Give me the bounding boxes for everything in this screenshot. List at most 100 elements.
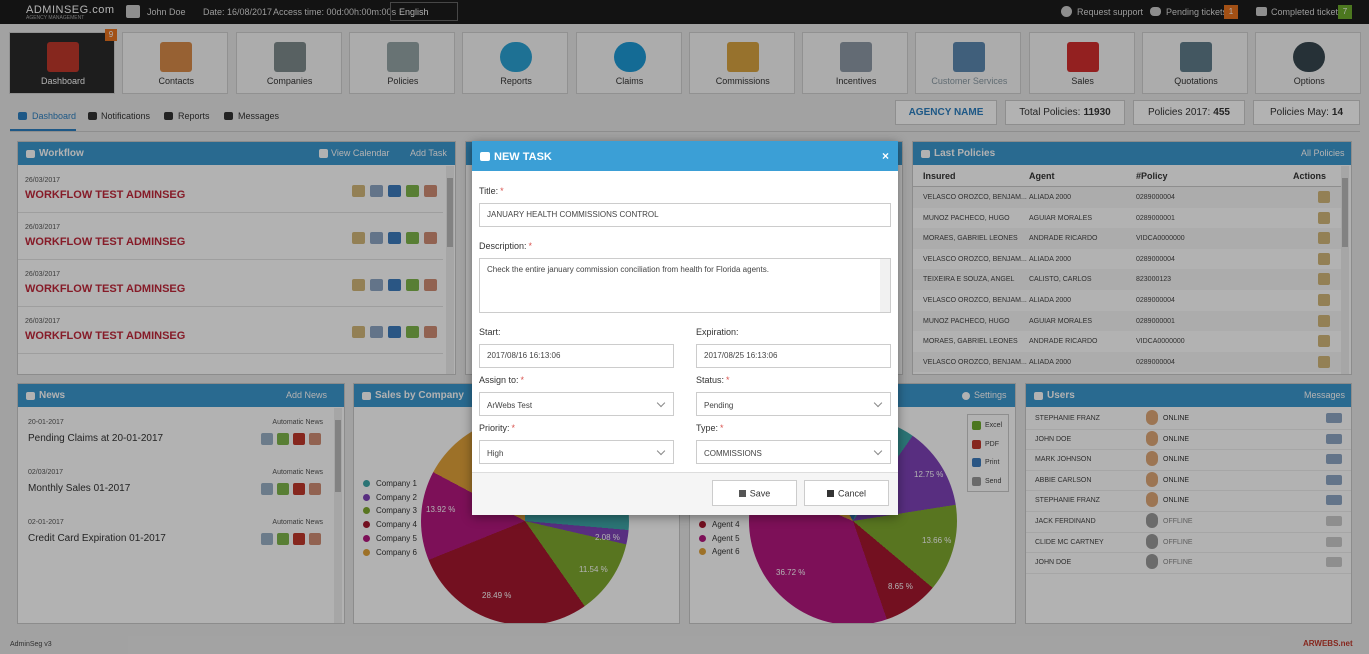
user-status: ONLINE (1163, 435, 1190, 443)
select-field[interactable]: Pending (696, 392, 891, 416)
modal-close[interactable]: × (882, 149, 890, 163)
settings[interactable]: Settings (974, 390, 1007, 400)
policy-cell: TEIXEIRA E SOUZA, ANGEL (923, 276, 1015, 284)
user-name: JOHN DOE (1035, 435, 1072, 443)
request-support[interactable]: Request support (1077, 7, 1144, 17)
tab-icon (88, 112, 97, 120)
panel: News Add News 20-01-2017 Automatic News Pend… (17, 383, 345, 624)
workflow-title[interactable]: WORKFLOW TEST ADMINSEG (25, 189, 186, 201)
nav-tile[interactable]: Sales (1028, 32, 1135, 94)
workflow-title[interactable]: WORKFLOW TEST ADMINSEG (25, 236, 186, 248)
news-title[interactable]: Credit Card Expiration 01-2017 (28, 533, 166, 544)
tab[interactable]: Notifications (101, 111, 151, 121)
nav-icon (500, 42, 533, 72)
modal: NEW TASK × Title: * JANUARY HEALTH COMMISSIO… (472, 141, 898, 515)
news-action-icon (261, 433, 273, 445)
policy-cell: ALIADA 2000 (1029, 194, 1072, 201)
panel: Workflow View Calendar Add Task 26/03/2017 W… (17, 141, 456, 375)
edit-icon (1318, 294, 1330, 306)
nav-label: Contacts (158, 76, 195, 86)
export-icon (972, 439, 981, 449)
version: AdminSeg v3 (10, 641, 52, 648)
input-field[interactable]: 2017/08/16 16:13:06 (479, 344, 674, 368)
message-icon (1326, 454, 1342, 465)
nav-tile[interactable]: Quotations (1142, 32, 1248, 94)
required-mark: * (720, 423, 724, 433)
add-news[interactable]: Add News (286, 390, 328, 400)
button[interactable]: Cancel (804, 480, 889, 506)
messages-link[interactable]: Messages (1304, 390, 1346, 400)
nav-tile[interactable]: Options (1255, 32, 1362, 94)
add-task[interactable]: Add Task (410, 148, 447, 158)
nav-tile[interactable]: Customer Services (915, 32, 1022, 94)
news-title[interactable]: Monthly Sales 01-2017 (28, 483, 131, 494)
export-option[interactable]: Excel (985, 422, 1003, 429)
column-header: Insured (923, 171, 956, 181)
news-title[interactable]: Pending Claims at 20-01-2017 (28, 433, 164, 444)
nav-label: Customer Services (931, 76, 1008, 86)
row-separator (1026, 490, 1351, 492)
input-field[interactable]: JANUARY HEALTH COMMISSIONS CONTROL (479, 203, 891, 227)
legend-dot (363, 493, 370, 501)
news-date: 02/03/2017 (28, 469, 64, 476)
select-arrow (873, 446, 883, 456)
edit-icon (1318, 211, 1330, 224)
workflow-title[interactable]: WORKFLOW TEST ADMINSEG (25, 283, 186, 295)
language-select[interactable]: English (390, 2, 458, 21)
nav-label: Quotations (1174, 76, 1218, 86)
scrollbar (334, 408, 342, 623)
user-name[interactable]: John Doe (147, 7, 186, 17)
user-status: OFFLINE (1163, 518, 1193, 525)
tab[interactable]: Messages (238, 111, 280, 121)
tab[interactable]: Dashboard (32, 111, 77, 121)
policy-cell: AGUIAR MORALES (1029, 214, 1093, 222)
select-field[interactable]: COMMISSIONS (696, 440, 891, 464)
required-mark: * (511, 423, 516, 433)
nav-icon (386, 42, 419, 72)
export-option[interactable]: Print (985, 459, 1000, 466)
label-text: Status: (696, 375, 725, 385)
export-option[interactable]: PDF (985, 440, 999, 448)
workflow-title[interactable]: WORKFLOW TEST ADMINSEG (25, 330, 186, 342)
message-icon (1326, 433, 1342, 444)
completed-tickets[interactable]: Completed tickets (1271, 7, 1343, 17)
nav-tile[interactable]: Policies (348, 32, 455, 94)
nav-tile[interactable]: Commissions (688, 32, 795, 94)
tab-icon (164, 112, 173, 120)
nav-tile[interactable]: Incentives (802, 32, 909, 94)
user-name: JACK FERDINAND (1035, 518, 1096, 525)
slice-label: 12.75 % (914, 470, 944, 479)
message-icon (1326, 516, 1342, 526)
legend-dot (699, 521, 706, 528)
pending-tickets[interactable]: Pending tickets (1166, 7, 1228, 17)
nav-tile[interactable]: Companies (235, 32, 342, 94)
user-name: JOHN DOE (1035, 559, 1072, 567)
nav-tile[interactable]: Reports (462, 32, 569, 94)
button[interactable]: Save (712, 480, 797, 506)
input-field[interactable]: 2017/08/25 16:13:06 (696, 344, 891, 368)
nav-tile[interactable]: Dashboard (9, 32, 115, 94)
all-policies[interactable]: All Policies (1301, 148, 1345, 158)
policy-cell: MUNOZ PACHECO, HUGO (923, 214, 1010, 222)
message-icon (1326, 413, 1342, 423)
legend-dot (699, 548, 706, 556)
policy-cell: 0289000004 (1136, 358, 1175, 366)
export-option[interactable]: Send (985, 477, 1002, 485)
nav-tile[interactable]: Claims (575, 32, 682, 94)
slice-label: 13.66 % (922, 536, 952, 545)
nav-icon (47, 42, 79, 72)
textarea-field[interactable]: Check the entire january commission conc… (479, 258, 891, 313)
row-separator (18, 212, 443, 213)
select-field[interactable]: High (479, 440, 674, 464)
nav-icon (1180, 42, 1212, 72)
field-value: 2017/08/16 16:13:06 (487, 351, 561, 360)
avatar (1146, 533, 1158, 549)
nav-tile[interactable]: Contacts (122, 32, 229, 94)
view-calendar[interactable]: View Calendar (331, 148, 390, 158)
slice-label: 11.54 % (579, 565, 608, 574)
tab[interactable]: Reports (178, 111, 210, 121)
select-field[interactable]: ArWebs Test (479, 392, 674, 416)
date: Date: 16/08/2017 (203, 7, 273, 17)
user-name: MARK JOHNSON (1035, 456, 1092, 464)
